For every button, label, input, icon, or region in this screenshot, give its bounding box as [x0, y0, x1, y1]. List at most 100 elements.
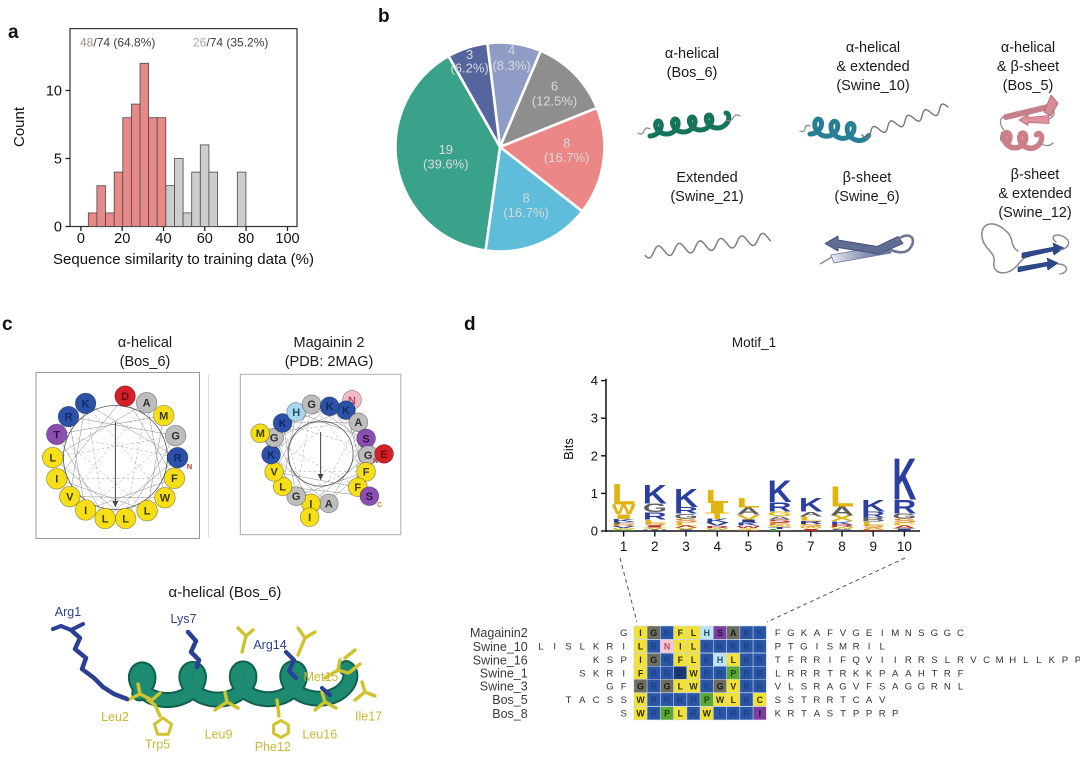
svg-text:K: K — [892, 446, 916, 512]
svg-text:Y: Y — [736, 528, 760, 530]
svg-text:A: A — [736, 506, 760, 517]
svg-text:Leu9: Leu9 — [205, 728, 233, 742]
svg-text:L: L — [731, 695, 737, 705]
svg-text:(Bos_5): (Bos_5) — [1003, 78, 1054, 94]
svg-text:K: K — [704, 642, 711, 652]
svg-text:R: R — [892, 496, 916, 517]
svg-text:α-helical: α-helical — [118, 335, 172, 351]
svg-text:R: R — [743, 668, 750, 678]
svg-text:S: S — [801, 681, 807, 692]
svg-text:R: R — [705, 525, 729, 529]
svg-text:2: 2 — [651, 539, 659, 554]
svg-text:G: G — [674, 512, 698, 520]
svg-text:A: A — [143, 398, 151, 410]
svg-text:A: A — [814, 709, 821, 720]
svg-text:L: L — [580, 642, 586, 653]
svg-text:48/74 (64.8%): 48/74 (64.8%) — [80, 36, 155, 50]
svg-text:(Swine_12): (Swine_12) — [998, 205, 1071, 221]
svg-text:K: K — [279, 418, 287, 430]
svg-text:K: K — [717, 642, 724, 652]
svg-text:R: R — [664, 695, 671, 705]
svg-text:E: E — [866, 628, 872, 639]
svg-text:P: P — [879, 668, 885, 679]
svg-text:P: P — [730, 668, 736, 678]
svg-text:3: 3 — [682, 539, 690, 554]
svg-text:6: 6 — [776, 539, 784, 554]
svg-text:(PDB: 2MAG): (PDB: 2MAG) — [285, 354, 374, 370]
svg-text:C: C — [957, 628, 964, 639]
svg-text:R: R — [830, 524, 854, 528]
svg-text:3: 3 — [466, 47, 473, 62]
svg-text:L: L — [958, 681, 964, 692]
svg-text:T: T — [931, 668, 937, 679]
svg-text:M: M — [256, 428, 265, 440]
svg-text:K: K — [775, 709, 782, 720]
svg-text:V: V — [612, 526, 637, 529]
svg-text:60: 60 — [197, 231, 213, 247]
svg-text:V: V — [840, 628, 847, 639]
svg-text:10: 10 — [46, 84, 62, 100]
svg-text:d: d — [464, 314, 476, 335]
svg-text:A: A — [827, 681, 834, 692]
svg-text:R: R — [787, 668, 794, 679]
svg-text:R: R — [813, 681, 820, 692]
svg-text:F: F — [363, 467, 370, 479]
svg-text:G: G — [787, 628, 794, 639]
svg-text:L: L — [691, 642, 697, 652]
svg-text:R: R — [757, 668, 764, 678]
svg-text:0: 0 — [591, 524, 598, 539]
svg-text:I: I — [705, 500, 729, 515]
svg-text:G: G — [270, 433, 279, 445]
svg-text:& extended: & extended — [836, 59, 909, 75]
svg-text:L: L — [678, 709, 684, 719]
svg-text:H: H — [918, 668, 925, 679]
svg-text:S: S — [366, 491, 373, 503]
svg-text:R: R — [606, 642, 613, 653]
svg-text:L: L — [788, 681, 794, 692]
svg-text:T: T — [768, 527, 792, 530]
svg-text:L: L — [102, 513, 109, 525]
svg-text:K: K — [743, 655, 750, 665]
svg-text:8: 8 — [838, 539, 846, 554]
svg-text:P: P — [775, 642, 781, 653]
svg-text:Sequence similarity to trainin: Sequence similarity to training data (%) — [53, 251, 314, 268]
svg-text:M: M — [839, 642, 847, 653]
svg-text:S: S — [736, 529, 760, 531]
svg-text:F: F — [171, 473, 178, 485]
svg-text:5: 5 — [54, 152, 62, 168]
svg-text:R: R — [840, 668, 847, 679]
svg-text:R: R — [757, 681, 764, 691]
svg-text:T: T — [827, 668, 833, 679]
svg-text:20: 20 — [114, 231, 130, 247]
svg-text:R: R — [651, 709, 658, 719]
svg-text:A: A — [768, 515, 792, 520]
svg-text:A: A — [866, 695, 873, 706]
svg-text:0: 0 — [77, 231, 85, 247]
svg-text:R: R — [612, 524, 636, 527]
svg-text:K: K — [326, 401, 334, 413]
svg-text:G: G — [944, 628, 951, 639]
svg-text:G: G — [892, 512, 916, 520]
svg-text:α-helical (Bos_6): α-helical (Bos_6) — [169, 584, 282, 601]
svg-text:α-helical: α-helical — [1001, 40, 1055, 56]
svg-text:8: 8 — [522, 191, 529, 206]
svg-text:A: A — [892, 681, 899, 692]
svg-text:R: R — [743, 642, 750, 652]
svg-text:α-helical: α-helical — [665, 46, 719, 62]
svg-text:4: 4 — [713, 539, 721, 554]
svg-text:Motif_1: Motif_1 — [732, 335, 776, 350]
svg-text:L: L — [638, 642, 644, 652]
svg-text:K: K — [801, 628, 808, 639]
svg-text:I: I — [84, 505, 87, 517]
svg-text:Magainin2: Magainin2 — [470, 626, 528, 640]
svg-text:Leu16: Leu16 — [302, 728, 337, 742]
svg-text:A: A — [579, 695, 586, 706]
svg-text:G: G — [918, 681, 925, 692]
svg-text:E: E — [380, 449, 387, 461]
svg-text:W: W — [705, 528, 730, 530]
svg-text:A: A — [354, 417, 362, 429]
svg-text:4: 4 — [508, 43, 515, 58]
svg-text:V: V — [271, 467, 279, 479]
svg-text:W: W — [703, 709, 712, 719]
svg-text:S: S — [788, 695, 794, 706]
